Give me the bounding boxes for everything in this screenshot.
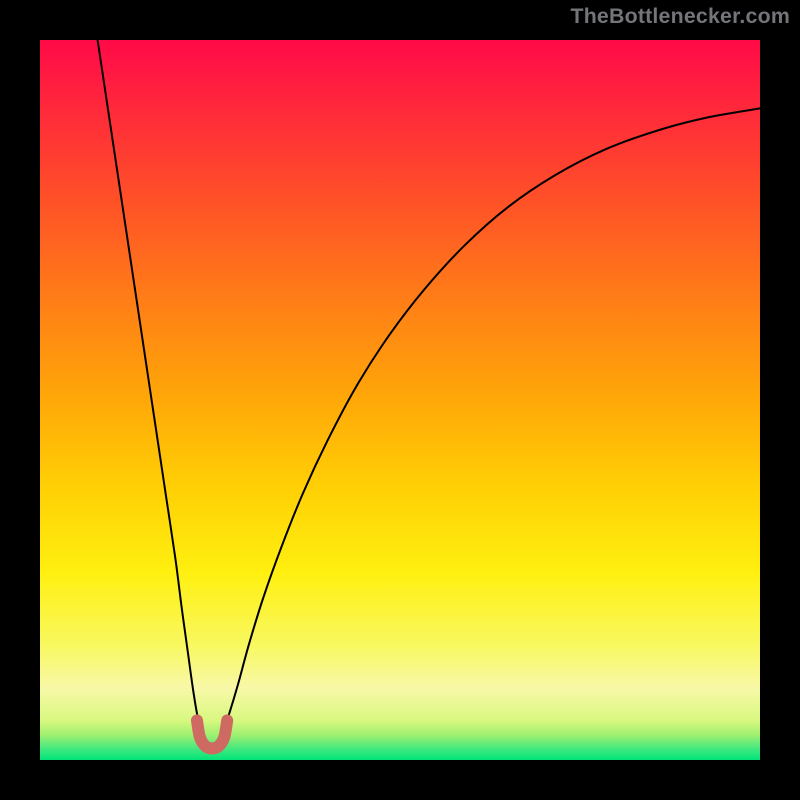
chart-svg [0,0,800,800]
plot-area [40,40,760,760]
stage: TheBottlenecker.com [0,0,800,800]
attribution-text: TheBottlenecker.com [570,4,790,29]
